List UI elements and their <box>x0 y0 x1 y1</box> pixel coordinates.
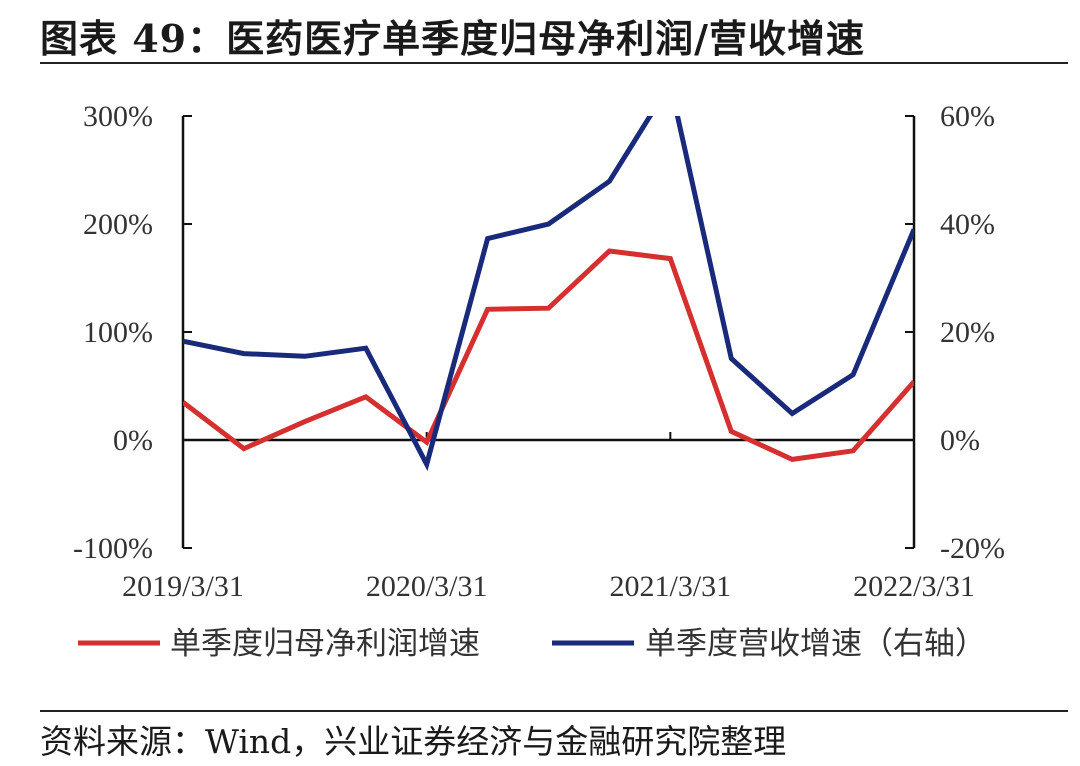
footer-divider <box>40 710 1068 712</box>
legend-label: 单季度营收增速（右轴） <box>645 626 986 662</box>
series-line-revenue <box>183 116 914 472</box>
y-left-tick-label: -100% <box>73 532 153 565</box>
title-divider <box>40 62 1068 64</box>
chart-series <box>183 116 914 472</box>
y-right-tick-label: 0% <box>940 424 980 457</box>
chart-axes: 300% 200% 100% 0% -100% 60% 40% 20% 0% -20% 2019/3… <box>73 100 1005 603</box>
legend-label: 单季度归母净利润增速 <box>170 626 480 662</box>
source-note: 资料来源：Wind，兴业证券经济与金融研究院整理 <box>40 722 787 761</box>
x-tick-label: 2021/3/31 <box>609 570 731 603</box>
y-left-tick-label: 100% <box>83 316 153 349</box>
y-left-tick-label: 0% <box>113 424 153 457</box>
chart-legend: 单季度归母净利润增速 单季度营收增速（右轴） <box>78 626 986 662</box>
chart-title: 图表 49：医药医疗单季度归母净利润/营收增速 <box>40 16 865 61</box>
line-chart: 300% 200% 100% 0% -100% 60% 40% 20% 0% -20% 2019/3… <box>73 100 1005 662</box>
y-right-tick-label: 60% <box>940 100 995 133</box>
y-left-tick-label: 200% <box>83 208 153 241</box>
y-right-tick-label: 20% <box>940 316 995 349</box>
y-right-tick-label: 40% <box>940 208 995 241</box>
x-tick-label: 2022/3/31 <box>853 570 975 603</box>
y-left-tick-label: 300% <box>83 100 153 133</box>
x-tick-label: 2019/3/31 <box>122 570 244 603</box>
x-tick-label: 2020/3/31 <box>366 570 488 603</box>
y-right-tick-label: -20% <box>940 532 1005 565</box>
